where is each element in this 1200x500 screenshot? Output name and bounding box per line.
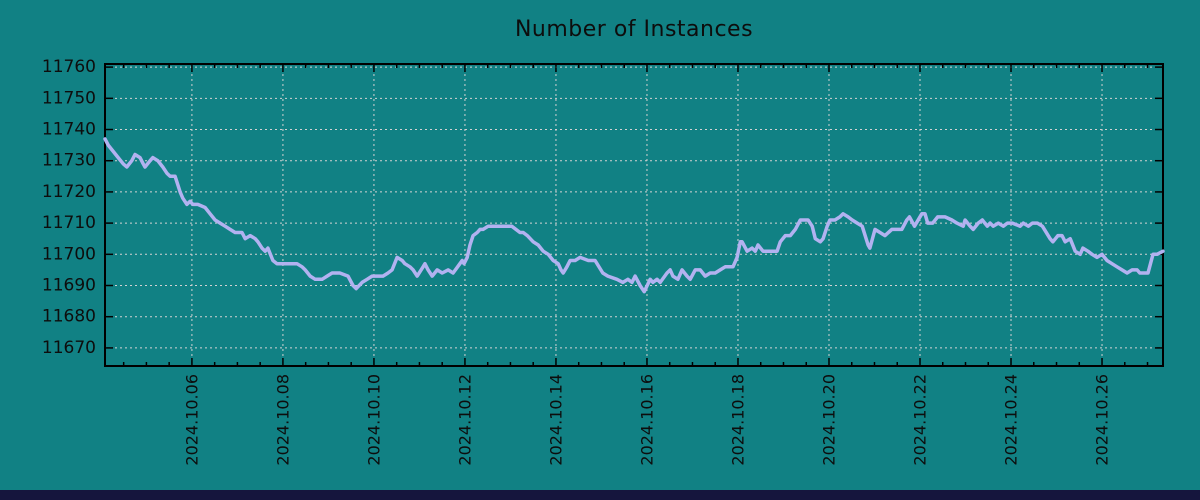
x-tick-label: 2024.10.06	[182, 374, 201, 466]
y-tick-label: 11730	[42, 151, 96, 171]
plot-frame	[104, 63, 1164, 367]
x-tick-label: 2024.10.24	[1002, 374, 1021, 466]
data-line-number-of-instances	[103, 137, 1165, 294]
x-tick-label: 2024.10.16	[637, 374, 656, 466]
y-tick-label: 11680	[42, 307, 96, 327]
bottom-bar	[0, 490, 1200, 500]
y-tick-label: 11670	[42, 338, 96, 358]
x-tick-label: 2024.10.18	[728, 374, 747, 466]
x-tick-label: 2024.10.26	[1093, 374, 1112, 466]
x-tick-label: 2024.10.20	[819, 374, 838, 466]
y-tick-label: 11740	[42, 120, 96, 140]
x-tick-label: 2024.10.14	[546, 374, 565, 466]
x-tick-label: 2024.10.08	[273, 374, 292, 466]
y-tick-label: 11700	[42, 244, 96, 264]
y-tick-label: 11710	[42, 213, 96, 233]
y-tick-label: 11690	[42, 276, 96, 296]
y-tick-label: 11760	[42, 57, 96, 77]
chart-title: Number of Instances	[514, 17, 754, 42]
x-tick-label: 2024.10.22	[911, 374, 930, 466]
x-tick-label: 2024.10.12	[455, 374, 474, 466]
x-tick-label: 2024.10.10	[364, 374, 383, 466]
y-tick-label: 11720	[42, 182, 96, 202]
y-tick-label: 11750	[42, 88, 96, 108]
